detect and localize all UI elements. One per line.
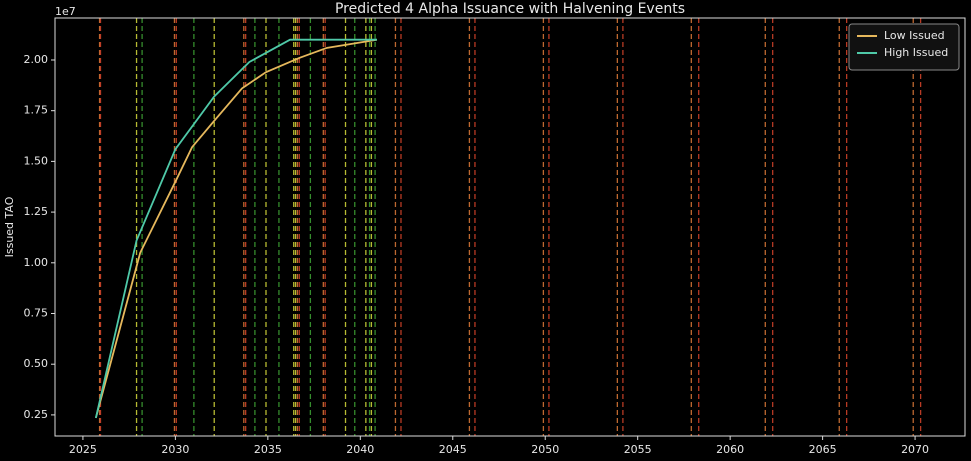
x-tick-label: 2025 [69, 443, 97, 456]
x-tick-label: 2065 [809, 443, 837, 456]
legend-label: High Issued [884, 46, 948, 59]
x-tick-label: 2035 [254, 443, 282, 456]
y-tick-label: 2.00 [24, 53, 49, 66]
x-tick-label: 2040 [346, 443, 374, 456]
y-tick-label: 0.75 [24, 307, 49, 320]
x-tick-label: 2060 [716, 443, 744, 456]
y-tick-label: 1.50 [24, 154, 49, 167]
y-tick-label: 1.25 [24, 205, 49, 218]
plot-frame [54, 17, 966, 437]
x-tick-label: 2070 [901, 443, 929, 456]
chart-title: Predicted 4 Alpha Issuance with Halvenin… [335, 1, 685, 17]
x-tick-label: 2030 [161, 443, 189, 456]
y-tick-label: 0.25 [24, 408, 49, 421]
y-tick-label: 1.00 [24, 256, 49, 269]
y-axis-label: Issued TAO [3, 196, 16, 257]
x-tick-label: 2045 [439, 443, 467, 456]
data-line [94, 38, 378, 419]
legend-label: Low Issued [884, 29, 945, 42]
x-tick-label: 2055 [624, 443, 652, 456]
y-offset-text: 1e7 [55, 5, 76, 18]
y-tick-label: 0.50 [24, 357, 49, 370]
x-tick-label: 2050 [531, 443, 559, 456]
data-line [94, 38, 377, 419]
y-tick-label: 1.75 [24, 104, 49, 117]
